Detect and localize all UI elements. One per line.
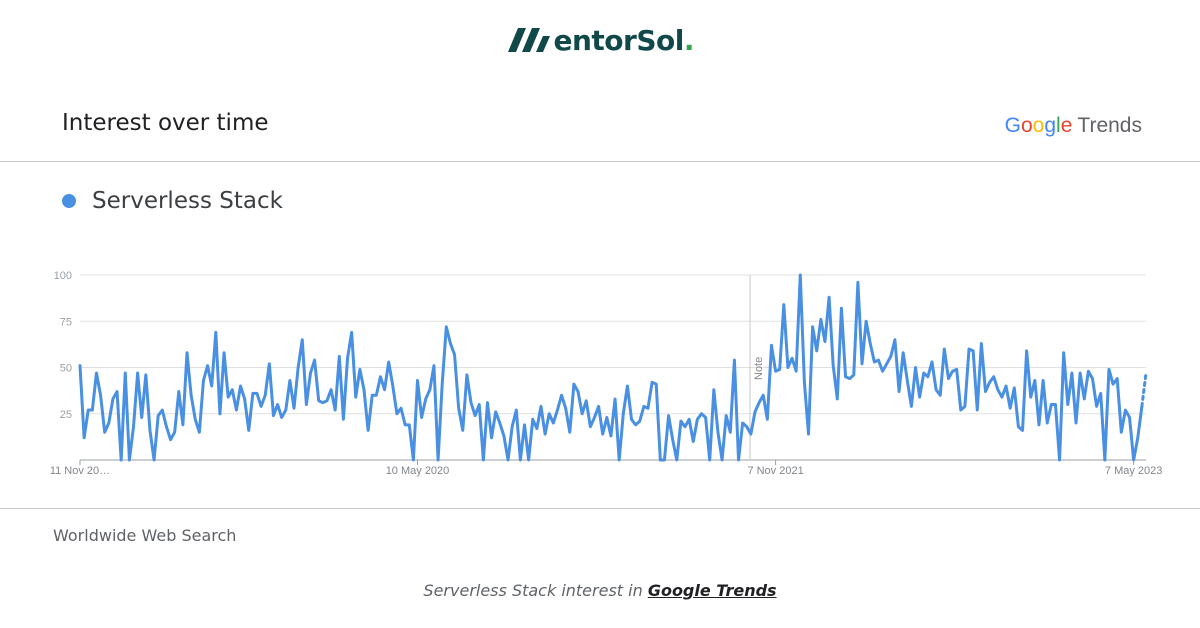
chart-section-title: Interest over time	[62, 110, 269, 136]
x-tick-label: 7 Nov 2021	[747, 465, 803, 477]
header-divider	[0, 161, 1200, 162]
series-line-serverless-stack	[78, 273, 1144, 462]
brand-name: entorSol	[553, 24, 685, 57]
google-trends-link[interactable]: Google Trends	[647, 581, 777, 600]
series-partial-line	[1140, 371, 1148, 408]
y-tick-label: 50	[60, 363, 72, 375]
x-tick-label: 10 May 2020	[386, 465, 450, 477]
google-letter: l	[1056, 114, 1061, 137]
note-label: Note	[753, 357, 765, 380]
x-tick-label: 11 Nov 20…	[50, 465, 110, 477]
legend-dot-icon	[62, 194, 76, 208]
y-tick-label: 100	[54, 270, 72, 282]
google-letter: o	[1032, 114, 1045, 137]
legend-term: Serverless Stack	[92, 188, 283, 214]
brand-logo: entorSol .	[0, 22, 1200, 57]
mentorsol-logo-icon	[507, 28, 550, 52]
y-tick-label: 75	[60, 316, 72, 328]
caption: Serverless Stack interest in Google Tren…	[0, 581, 1200, 600]
google-trends-logo: Google Trends	[1005, 114, 1142, 138]
trends-label: Trends	[1077, 114, 1142, 137]
y-tick-label: 25	[60, 409, 72, 421]
interest-chart: 25 50 75 100 11 Nov 20… 10 May 2020 7 Nov 202…	[50, 270, 1163, 477]
search-scope-label: Worldwide Web Search	[53, 526, 237, 545]
google-letter: e	[1060, 114, 1073, 137]
caption-text: Serverless Stack interest in	[423, 581, 648, 600]
x-tick-label: 7 May 2023	[1105, 465, 1162, 477]
legend-item: Serverless Stack	[62, 188, 283, 214]
brand-dot: .	[683, 24, 695, 57]
footer-divider	[0, 508, 1200, 509]
google-letter: g	[1044, 114, 1057, 137]
google-letter: o	[1020, 114, 1033, 137]
google-letter: G	[1004, 114, 1021, 137]
